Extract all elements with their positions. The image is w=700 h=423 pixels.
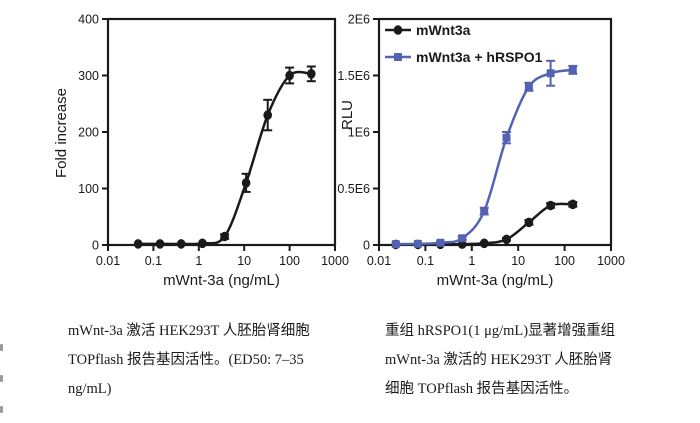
data-point-square xyxy=(458,234,467,243)
data-point-circle xyxy=(307,69,316,79)
caption-line: 重组 hRSPO1(1 μg/mL)显著增强重组 xyxy=(385,323,616,339)
x-axis-tick-label: 100 xyxy=(279,254,300,268)
x-axis-tick-label: 0.1 xyxy=(417,254,434,268)
series-curve-mwnt3a xyxy=(136,70,313,246)
data-point-circle xyxy=(546,200,555,211)
data-point-square xyxy=(394,53,402,61)
cropped-text-fragment xyxy=(0,344,3,351)
y-axis-tick-label: 300 xyxy=(78,69,99,83)
y-axis-title: RLU xyxy=(339,100,356,130)
y-axis-tick-label: 2E6 xyxy=(348,13,370,27)
topflash-fold-increase-chart: 0.01 0.1 1 10 100 1000 0 100 200 300 400 mWnt-3a (n… xyxy=(53,13,349,290)
data-point-square xyxy=(546,69,555,78)
data-point-circle xyxy=(263,110,273,120)
data-point-circle xyxy=(285,70,294,81)
legend-entry-mwnt3a: mWnt3a xyxy=(385,22,471,38)
y-axis-tick-label: 400 xyxy=(78,13,99,27)
data-point-circle xyxy=(241,178,251,188)
data-point-square xyxy=(413,239,422,248)
data-point-circle xyxy=(479,238,489,249)
x-axis-title: mWnt-3a (ng/mL) xyxy=(163,272,280,289)
caption-line: TOPflash 报告基因活性。(ED50: 7–35 xyxy=(68,352,304,368)
y-axis-tick-label: 1E6 xyxy=(348,126,370,140)
data-point-square xyxy=(502,133,511,142)
data-point-circle xyxy=(393,25,403,35)
caption-line: mWnt-3a 激活 HEK293T 人胚胎肾细胞 xyxy=(68,323,310,339)
x-axis-tick-label: 1000 xyxy=(597,254,625,268)
legend-entry-mwnt3a-hrspo1: mWnt3a + hRSPO1 xyxy=(385,49,543,65)
x-axis-tick-label: 0.01 xyxy=(367,254,391,268)
x-axis-tick-label: 0.01 xyxy=(96,254,120,268)
data-point-circle xyxy=(176,239,186,249)
x-axis-tick-label: 1 xyxy=(195,254,202,268)
series-curve-mwnt3a-hrspo1 xyxy=(394,68,575,246)
data-point-circle xyxy=(524,217,534,228)
y-axis-tick-label: 1.5E6 xyxy=(337,69,370,83)
caption-right-chart: 重组 hRSPO1(1 μg/mL)显著增强重组 mWnt-3a 激活的 HEK… xyxy=(385,317,680,404)
y-axis-tick-label: 0.5E6 xyxy=(337,182,370,196)
y-axis-title: Fold increase xyxy=(53,88,70,178)
data-point-square xyxy=(568,65,577,74)
y-axis-tick-label: 0 xyxy=(92,239,99,253)
legend-label: mWnt3a xyxy=(416,22,471,38)
caption-line: mWnt-3a 激活的 HEK293T 人胚胎肾 xyxy=(385,352,613,368)
data-point-circle xyxy=(220,231,229,242)
caption-left-chart: mWnt-3a 激活 HEK293T 人胚胎肾细胞 TOPflash 报告基因活… xyxy=(68,317,358,404)
caption-line: ng/mL) xyxy=(68,381,112,397)
caption-line: 细胞 TOPflash 报告基因活性。 xyxy=(385,381,579,397)
data-point-square xyxy=(391,240,400,249)
legend-label: mWnt3a + hRSPO1 xyxy=(416,49,543,65)
data-point-circle xyxy=(155,239,165,249)
topflash-rlu-chart: 0.01 0.1 1 10 100 1000 0 0.5E6 1E6 1.5E6 2E6 mWnt-3… xyxy=(337,13,625,290)
data-point-circle xyxy=(198,238,207,249)
x-axis-tick-label: 10 xyxy=(511,254,525,268)
data-point-circle xyxy=(502,234,511,245)
data-point-square xyxy=(480,207,489,216)
data-point-circle xyxy=(568,199,578,210)
x-axis-tick-label: 10 xyxy=(237,254,251,268)
data-point-square xyxy=(524,82,533,91)
y-axis-tick-label: 0 xyxy=(363,239,370,253)
x-axis-tick-label: 1000 xyxy=(321,254,349,268)
data-point-circle xyxy=(133,239,143,249)
x-axis-title: mWnt-3a (ng/mL) xyxy=(437,272,554,289)
x-axis-tick-label: 1 xyxy=(468,254,475,268)
data-point-square xyxy=(436,238,445,247)
x-axis-tick-label: 0.1 xyxy=(145,254,162,268)
y-axis-tick-label: 200 xyxy=(78,126,99,140)
x-axis-tick-label: 100 xyxy=(554,254,575,268)
plot-box xyxy=(106,17,337,247)
cropped-text-fragment xyxy=(0,375,3,382)
cropped-text-fragment xyxy=(0,406,3,413)
y-axis-tick-label: 100 xyxy=(78,182,99,196)
